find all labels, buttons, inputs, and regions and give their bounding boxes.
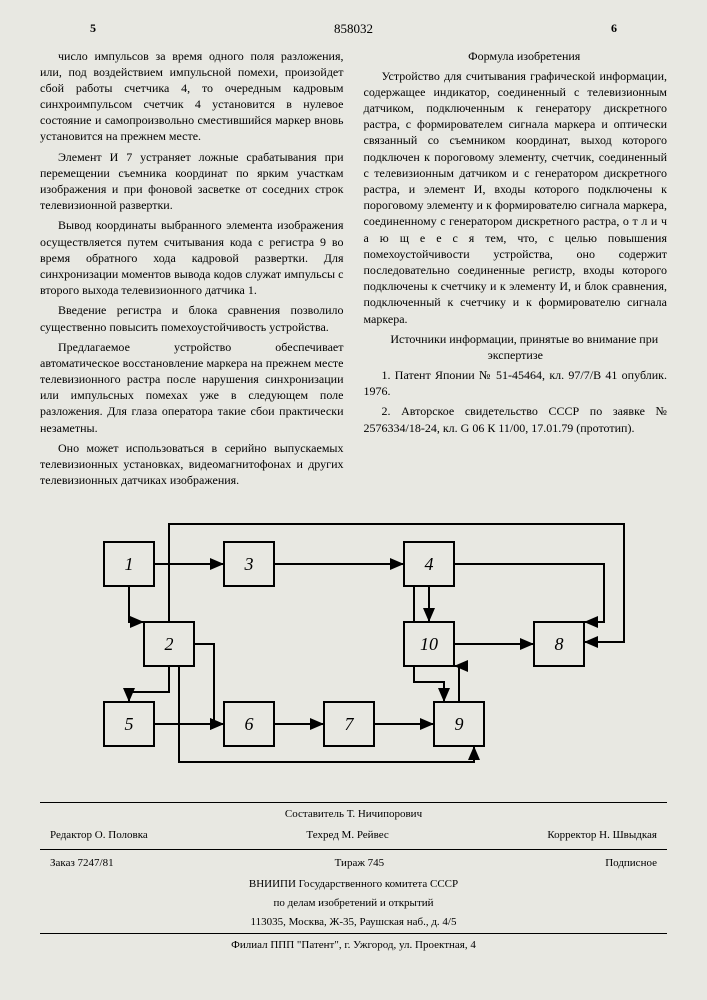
svg-text:2: 2: [164, 634, 173, 654]
svg-text:5: 5: [124, 714, 133, 734]
footer: Составитель Т. Ничипорович Редактор О. П…: [40, 802, 667, 953]
order: Заказ 7247/81: [50, 856, 114, 871]
subscription: Подписное: [605, 856, 657, 871]
svg-text:9: 9: [454, 714, 463, 734]
svg-text:8: 8: [554, 634, 563, 654]
right-column: Формула изобретения Устройство для считы…: [364, 48, 668, 493]
sources-title: Источники информации, принятые во вниман…: [364, 331, 668, 363]
doc-number: 858032: [96, 20, 611, 38]
patent-page: 5 858032 6 число импульсов за время одно…: [0, 0, 707, 977]
block-diagram: 1 3 4 2 10 8 5 6 7 9: [64, 512, 644, 782]
org3: Филиал ППП "Патент", г. Ужгород, ул. Про…: [40, 938, 667, 953]
editor: Редактор О. Половка: [50, 828, 148, 843]
svg-text:3: 3: [243, 554, 253, 574]
header: 5 858032 6: [40, 20, 667, 38]
para-2: Элемент И 7 устраняет ложные срабатывани…: [40, 149, 344, 214]
source-2: 2. Авторское свидетельство СССР по заявк…: [364, 403, 668, 435]
techred: Техред М. Рейвес: [306, 828, 388, 843]
diagram-svg: 1 3 4 2 10 8 5 6 7 9: [64, 512, 644, 782]
left-column: число импульсов за время одного поля раз…: [40, 48, 344, 493]
svg-text:6: 6: [244, 714, 253, 734]
address1: 113035, Москва, Ж-35, Раушская наб., д. …: [40, 915, 667, 930]
text-columns: число импульсов за время одного поля раз…: [40, 48, 667, 493]
para-4: Введение регистра и блока сравнения позв…: [40, 302, 344, 334]
page-num-right: 6: [611, 20, 617, 38]
compiler: Составитель Т. Ничипорович: [40, 807, 667, 822]
svg-text:10: 10: [420, 634, 438, 654]
claim-text: Устройство для считывания графической ин…: [364, 68, 668, 327]
svg-text:4: 4: [424, 554, 433, 574]
source-1: 1. Патент Японии № 51-45464, кл. 97/7/В …: [364, 367, 668, 399]
tirage: Тираж 745: [335, 856, 385, 871]
formula-title: Формула изобретения: [364, 48, 668, 64]
para-5: Предлагаемое устройство обеспечивает авт…: [40, 339, 344, 436]
para-3: Вывод координаты выбранного элемента изо…: [40, 217, 344, 298]
org2: по делам изобретений и открытий: [40, 896, 667, 911]
corrector: Корректор Н. Швыдкая: [547, 828, 657, 843]
svg-text:7: 7: [344, 714, 354, 734]
para-1: число импульсов за время одного поля раз…: [40, 48, 344, 145]
svg-text:1: 1: [124, 554, 133, 574]
para-6: Оно может использоваться в серийно выпус…: [40, 440, 344, 489]
org1: ВНИИПИ Государственного комитета СССР: [40, 877, 667, 892]
